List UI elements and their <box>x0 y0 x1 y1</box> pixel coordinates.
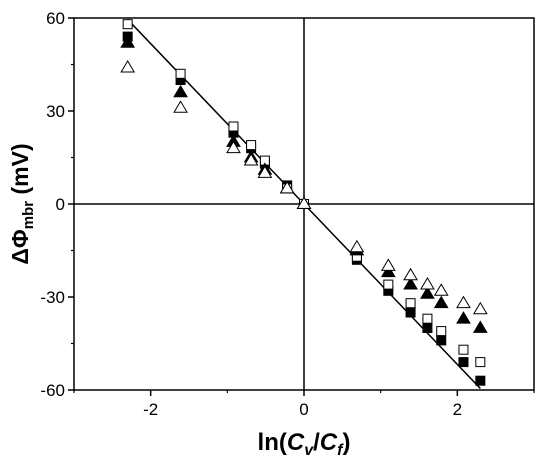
data-points <box>120 19 488 386</box>
data-point-open-square <box>405 298 416 309</box>
data-point-filled-square <box>436 335 447 346</box>
data-point-filled-square <box>405 307 416 318</box>
data-point-open-triangle <box>257 165 273 178</box>
axis-ticks: -2 0 2 60 30 0 -30 -60 <box>40 9 535 419</box>
y-tick-label: 0 <box>56 195 65 214</box>
data-point-open-triangle <box>420 277 435 290</box>
y-axis-title-sub: mbr <box>20 201 37 230</box>
y-axis-title: ΔΦmbr (mV) <box>7 143 37 264</box>
data-point-open-triangle <box>349 239 365 253</box>
data-point-open-triangle <box>472 301 488 315</box>
y-tick-label: -60 <box>40 381 65 400</box>
data-point-filled-triangle <box>403 277 418 290</box>
x-axis-title-sub2: f <box>337 442 344 459</box>
data-point-filled-triangle <box>120 35 136 48</box>
y-tick-label: 30 <box>46 102 65 121</box>
data-point-open-triangle <box>243 153 259 166</box>
data-point-open-square <box>228 121 239 132</box>
data-point-open-square <box>475 357 486 368</box>
x-axis-title-var1: C <box>287 429 305 456</box>
y-tick-label: 60 <box>46 9 65 28</box>
data-point-filled-triangle <box>380 264 396 278</box>
data-point-open-square <box>458 344 469 355</box>
data-point-open-square <box>246 140 257 151</box>
data-point-filled-triangle <box>420 286 435 299</box>
data-point-open-square <box>422 313 433 324</box>
x-tick-label: 2 <box>453 400 462 419</box>
data-point-filled-triangle <box>472 320 488 333</box>
y-axis-title-main: ΔΦ <box>7 229 33 265</box>
data-point-filled-triangle <box>173 84 188 98</box>
data-point-filled-triangle <box>433 295 449 309</box>
data-point-filled-triangle <box>456 311 471 324</box>
x-axis-title-end: ) <box>342 429 350 456</box>
data-point-open-square <box>383 279 394 290</box>
data-point-open-square <box>175 68 186 79</box>
data-point-open-triangle <box>173 100 188 113</box>
data-point-filled-square <box>458 357 469 368</box>
data-point-open-triangle <box>403 267 418 281</box>
y-axis-title-unit: (mV) <box>7 143 33 201</box>
x-axis-title: ln(Cv/Cf) <box>258 429 351 459</box>
data-point-open-triangle <box>120 60 136 73</box>
data-point-open-triangle <box>433 283 449 296</box>
data-point-open-triangle <box>296 196 312 209</box>
data-point-open-triangle <box>226 140 241 154</box>
data-point-open-triangle <box>380 258 396 271</box>
data-point-filled-square <box>475 375 486 386</box>
data-point-filled-square <box>422 323 433 333</box>
x-axis-title-slash: / <box>313 429 320 456</box>
y-tick-label: -30 <box>40 288 65 307</box>
data-point-open-triangle <box>279 180 295 194</box>
data-point-open-square <box>122 19 133 30</box>
x-tick-label: 0 <box>299 400 308 419</box>
data-point-open-triangle <box>456 295 471 309</box>
x-tick-label: -2 <box>143 400 158 419</box>
x-axis-title-var2: C <box>320 429 338 456</box>
x-axis-title-sub1: v <box>304 442 314 459</box>
x-axis-title-prefix: ln( <box>258 429 287 456</box>
data-point-open-square <box>436 326 447 337</box>
